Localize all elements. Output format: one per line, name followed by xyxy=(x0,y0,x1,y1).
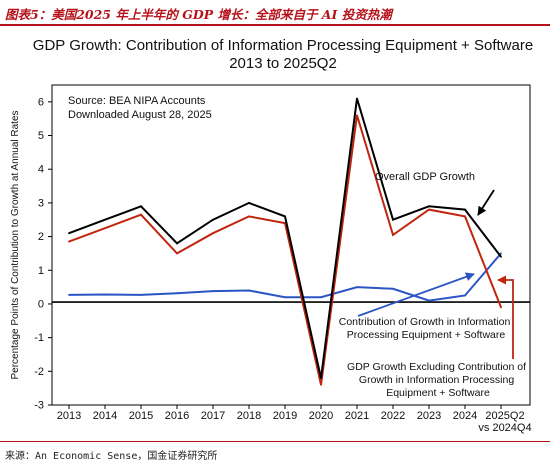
source-note-line-2: Downloaded August 28, 2025 xyxy=(68,109,212,121)
data-point xyxy=(248,215,250,218)
arrow-overall-gdp xyxy=(477,189,495,216)
x-tick-label: 2025Q2 xyxy=(485,410,524,422)
figure-header: 图表5：美国2025 年上半年的 GDP 增长：全部来自于 AI 投资热潮 xyxy=(0,0,550,26)
x-tick-label: 2024 xyxy=(453,410,477,422)
data-point xyxy=(140,205,142,208)
data-point xyxy=(464,215,466,218)
data-point xyxy=(212,218,214,221)
data-point xyxy=(320,383,322,386)
y-tick-label: 3 xyxy=(38,197,44,209)
data-point xyxy=(68,240,70,243)
y-tick-label: 1 xyxy=(38,265,44,277)
x-axis: 2013 2014 2015 2016 2017 2018 2019 2020 2021 2022… xyxy=(57,405,532,434)
y-tick-label: -2 xyxy=(34,366,44,378)
gdp-growth-line-chart: GDP Growth: Contribution of Information … xyxy=(10,37,533,434)
data-point xyxy=(104,293,106,296)
data-point xyxy=(500,255,502,258)
data-point xyxy=(356,286,358,289)
data-point xyxy=(392,218,394,221)
annotation-contribution: Contribution of Growth in Information Pr… xyxy=(339,316,514,341)
y-tick-label: 0 xyxy=(38,298,44,310)
x-tick-label: 2018 xyxy=(237,410,261,422)
data-point xyxy=(500,252,502,255)
x-tick-label: 2015 xyxy=(129,410,153,422)
x-tick-label: 2020 xyxy=(309,410,333,422)
data-point xyxy=(104,227,106,230)
annotation-excluding: GDP Growth Excluding Contribution of Gro… xyxy=(347,361,529,399)
arrow-contribution xyxy=(357,272,475,317)
x-tick-label: 2021 xyxy=(345,410,369,422)
data-point xyxy=(212,232,214,235)
data-point xyxy=(392,233,394,236)
data-point xyxy=(500,306,502,309)
data-point xyxy=(284,296,286,299)
data-point xyxy=(464,208,466,211)
x-tick-label: 2019 xyxy=(273,410,297,422)
data-point xyxy=(284,215,286,218)
data-point xyxy=(140,213,142,216)
data-point xyxy=(176,242,178,245)
data-point xyxy=(320,377,322,379)
y-tick-label: 2 xyxy=(38,231,44,243)
y-tick-label: -3 xyxy=(34,400,44,412)
data-point xyxy=(428,208,430,211)
data-point xyxy=(68,293,70,296)
data-point xyxy=(176,292,178,295)
data-point xyxy=(356,114,358,117)
y-tick-label: -1 xyxy=(34,332,44,344)
data-point xyxy=(464,294,466,297)
x-tick-label: vs 2024Q4 xyxy=(478,422,531,434)
arrow-excluding xyxy=(497,275,514,359)
x-tick-label: 2013 xyxy=(57,410,81,422)
chart-title: GDP Growth: Contribution of Information … xyxy=(33,37,533,54)
figure-footer-rule xyxy=(0,441,550,442)
y-axis: -3 -2 -1 0 1 2 3 4 5 6 xyxy=(34,96,52,412)
y-tick-label: 4 xyxy=(38,164,44,176)
plot-frame xyxy=(51,84,531,406)
chart-subtitle: 2013 to 2025Q2 xyxy=(229,55,337,72)
annotation-overall-gdp: Overall GDP Growth xyxy=(375,171,475,183)
data-point xyxy=(320,296,322,299)
y-axis-label: Percentage Points of Contribution to Gro… xyxy=(10,110,21,379)
data-point xyxy=(392,287,394,290)
series-layer xyxy=(68,97,502,386)
x-tick-label: 2017 xyxy=(201,410,225,422)
x-tick-label: 2022 xyxy=(381,410,405,422)
figure-header-title: 图表5：美国2025 年上半年的 GDP 增长：全部来自于 AI 投资热潮 xyxy=(5,7,392,22)
data-point xyxy=(248,201,250,204)
series-line-1 xyxy=(68,115,502,386)
data-point xyxy=(140,293,142,296)
source-note-line-1: Source: BEA NIPA Accounts xyxy=(68,95,206,107)
figure-source: 来源：An Economic Sense，国金证券研究所 xyxy=(5,451,218,462)
data-point xyxy=(356,97,358,100)
y-tick-label: 5 xyxy=(38,130,44,142)
figure-header-rule xyxy=(0,24,550,26)
data-point xyxy=(248,289,250,292)
data-point xyxy=(428,299,430,302)
x-tick-label: 2023 xyxy=(417,410,441,422)
data-point xyxy=(212,290,214,293)
data-point xyxy=(428,205,430,208)
data-point xyxy=(176,252,178,255)
y-tick-label: 6 xyxy=(38,96,44,108)
series-line-2 xyxy=(68,252,502,302)
x-tick-label: 2016 xyxy=(165,410,189,422)
data-point xyxy=(104,218,106,221)
data-point xyxy=(68,232,70,235)
x-tick-label: 2014 xyxy=(93,410,117,422)
